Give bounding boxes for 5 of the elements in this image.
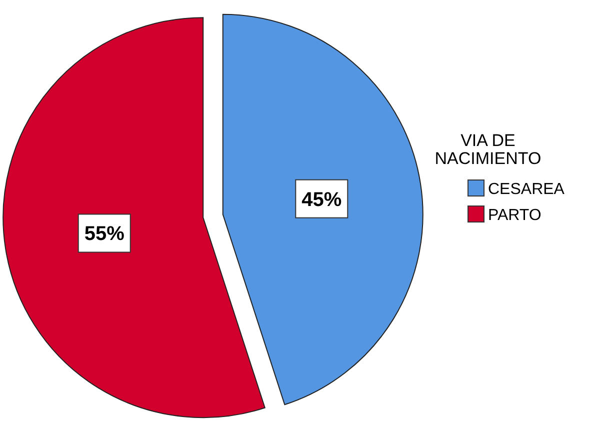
data-label: 55% [84,223,125,246]
legend-label: CESAREA [488,181,565,198]
legend-title: VIA DE NACIMIENTO [434,131,542,168]
data-label: 45% [302,188,342,211]
legend-label: PARTO [488,207,542,224]
